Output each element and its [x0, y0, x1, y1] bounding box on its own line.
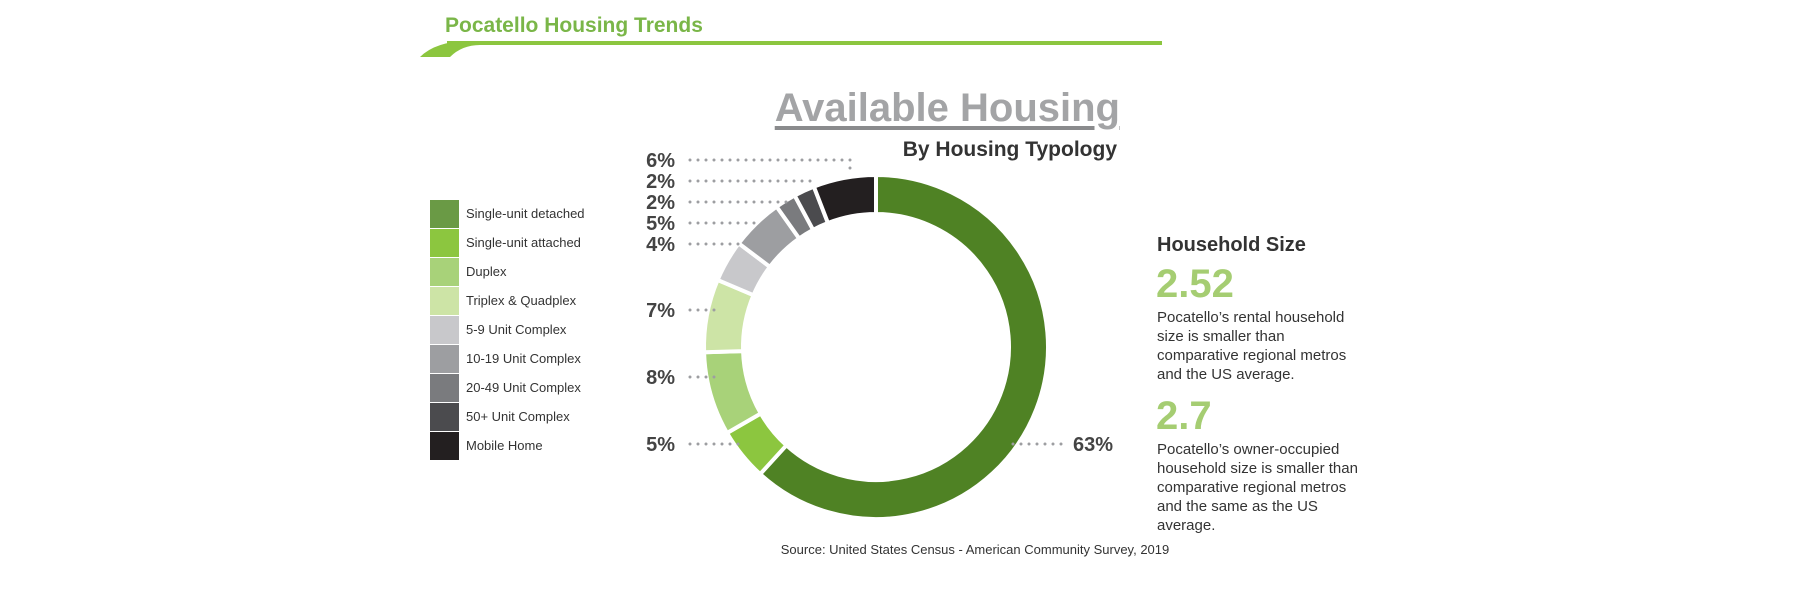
- page-title: Pocatello Housing Trends: [445, 14, 703, 37]
- donut-slice-duplex: [702, 349, 764, 436]
- rental-household-size-value: 2.52: [1156, 262, 1234, 306]
- percentage-label: 6%: [646, 150, 675, 172]
- legend-swatch: [430, 229, 459, 257]
- donut-slice-single-unit-detached: [757, 172, 1050, 521]
- household-size-heading: Household Size: [1157, 234, 1306, 256]
- legend-label: Triplex & Quadplex: [466, 293, 577, 308]
- percentage-label: 5%: [646, 434, 675, 456]
- legend-label: 5-9 Unit Complex: [466, 322, 567, 337]
- percentage-label: 63%: [1073, 434, 1113, 456]
- percentage-label: 4%: [646, 234, 675, 256]
- header-rule-line: [447, 41, 1162, 45]
- legend-label: 10-19 Unit Complex: [466, 351, 581, 366]
- percentage-label: 2%: [646, 171, 675, 193]
- percentage-label: 7%: [646, 300, 675, 322]
- source-note: Source: United States Census - American …: [780, 542, 1170, 557]
- owner-household-size-description: Pocatello’s owner-occupied household siz…: [1157, 441, 1358, 534]
- donut-slice-mobile-home: [811, 172, 878, 226]
- chart-title: Available Housing: [774, 86, 1120, 130]
- legend-swatch: [430, 374, 459, 402]
- owner-household-size-value: 2.7: [1156, 394, 1212, 438]
- legend-swatch: [430, 316, 459, 344]
- header-tab-shape: [420, 41, 480, 57]
- legend-swatch: [430, 258, 459, 286]
- chart-subtitle: By Housing Typology: [902, 138, 1117, 161]
- legend-swatch: [430, 403, 459, 431]
- legend-swatch: [430, 287, 459, 315]
- legend-swatch: [430, 432, 459, 460]
- percentage-label: 8%: [646, 367, 675, 389]
- legend-label: Single-unit attached: [466, 235, 581, 250]
- legend-swatch: [430, 345, 459, 373]
- legend-label: Duplex: [466, 264, 507, 279]
- legend-label: Mobile Home: [466, 438, 543, 453]
- rental-household-size-description: Pocatello’s rental household size is sma…: [1157, 309, 1347, 383]
- legend-label: 20-49 Unit Complex: [466, 380, 581, 395]
- percentage-label: 2%: [646, 192, 675, 214]
- legend-label: 50+ Unit Complex: [466, 409, 570, 424]
- legend-label: Single-unit detached: [466, 206, 585, 221]
- percentage-label: 5%: [646, 213, 675, 235]
- legend-swatch: [430, 200, 459, 228]
